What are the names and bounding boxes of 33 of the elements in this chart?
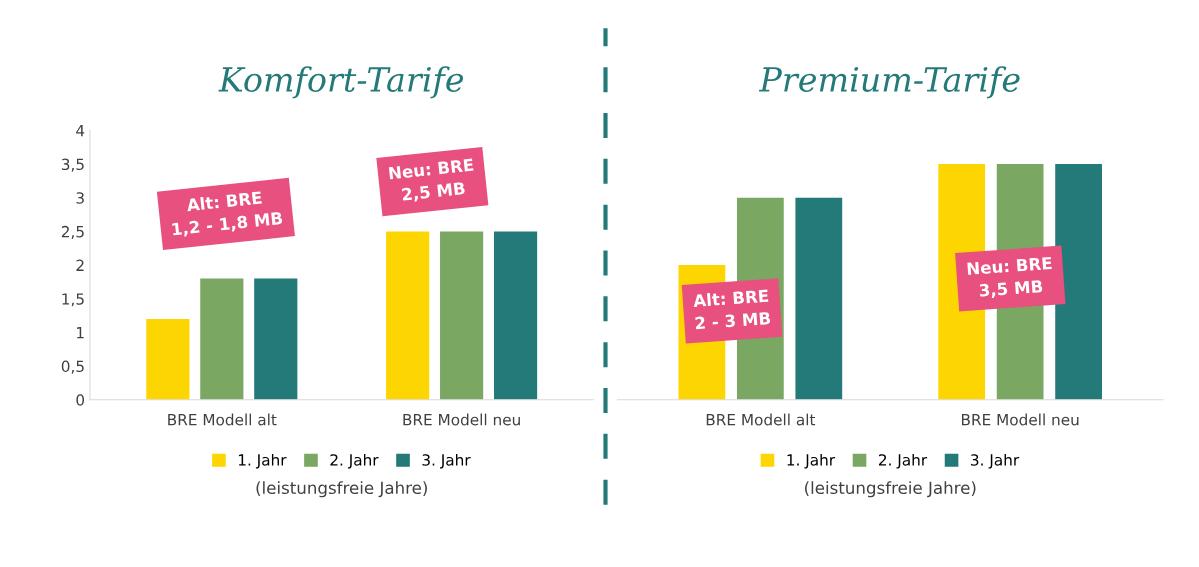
y-tick-label: 2 [76, 259, 84, 271]
y-tick-label: 1 [77, 327, 84, 339]
bar [200, 278, 244, 400]
legend-label: 2. Jahr [330, 453, 379, 469]
x-axis-title: (leistungsfreie Jahre) [256, 481, 427, 498]
legend-label: 3. Jahr [971, 453, 1020, 469]
bar [254, 278, 298, 400]
bar [146, 318, 190, 400]
legend-label: 3. Jahr [422, 453, 471, 469]
annotation: Alt: BRE 2 - 3 MB [692, 289, 771, 330]
x-tick-label: BRE Modell alt [168, 413, 277, 426]
y-tick-label: 2,5 [61, 225, 84, 239]
bar [440, 231, 484, 400]
y-tick-label: 4 [76, 125, 85, 137]
x-tick-label: BRE Modell neu [961, 413, 1079, 426]
y-tick-label: 0,5 [61, 360, 84, 374]
legend-label: 1. Jahr [238, 453, 287, 469]
bar [493, 231, 538, 400]
bar [386, 231, 430, 400]
x-tick-label: BRE Modell alt [706, 413, 816, 426]
x-axis-title: (leistungsfreie Jahre) [805, 481, 976, 498]
annotation: Neu: BRE 2,5 MB [388, 158, 474, 203]
y-tick-label: 0 [76, 394, 85, 406]
x-tick-label: BRE Modell neu [403, 413, 520, 426]
legend-label: 1. Jahr [787, 453, 836, 469]
y-tick-label: 3 [76, 192, 84, 204]
chart-title: Premium-Tarife [758, 66, 1020, 99]
annotation: Neu: BRE 3,5 MB [967, 256, 1052, 299]
legend-label: 2. Jahr [878, 453, 928, 469]
chart-title: Komfort-Tarife [218, 66, 464, 99]
annotation: Alt: BRE 1,2 - 1,8 MB [172, 190, 283, 238]
y-tick-label: 1,5 [62, 293, 84, 307]
y-tick-label: 3,5 [61, 158, 84, 172]
